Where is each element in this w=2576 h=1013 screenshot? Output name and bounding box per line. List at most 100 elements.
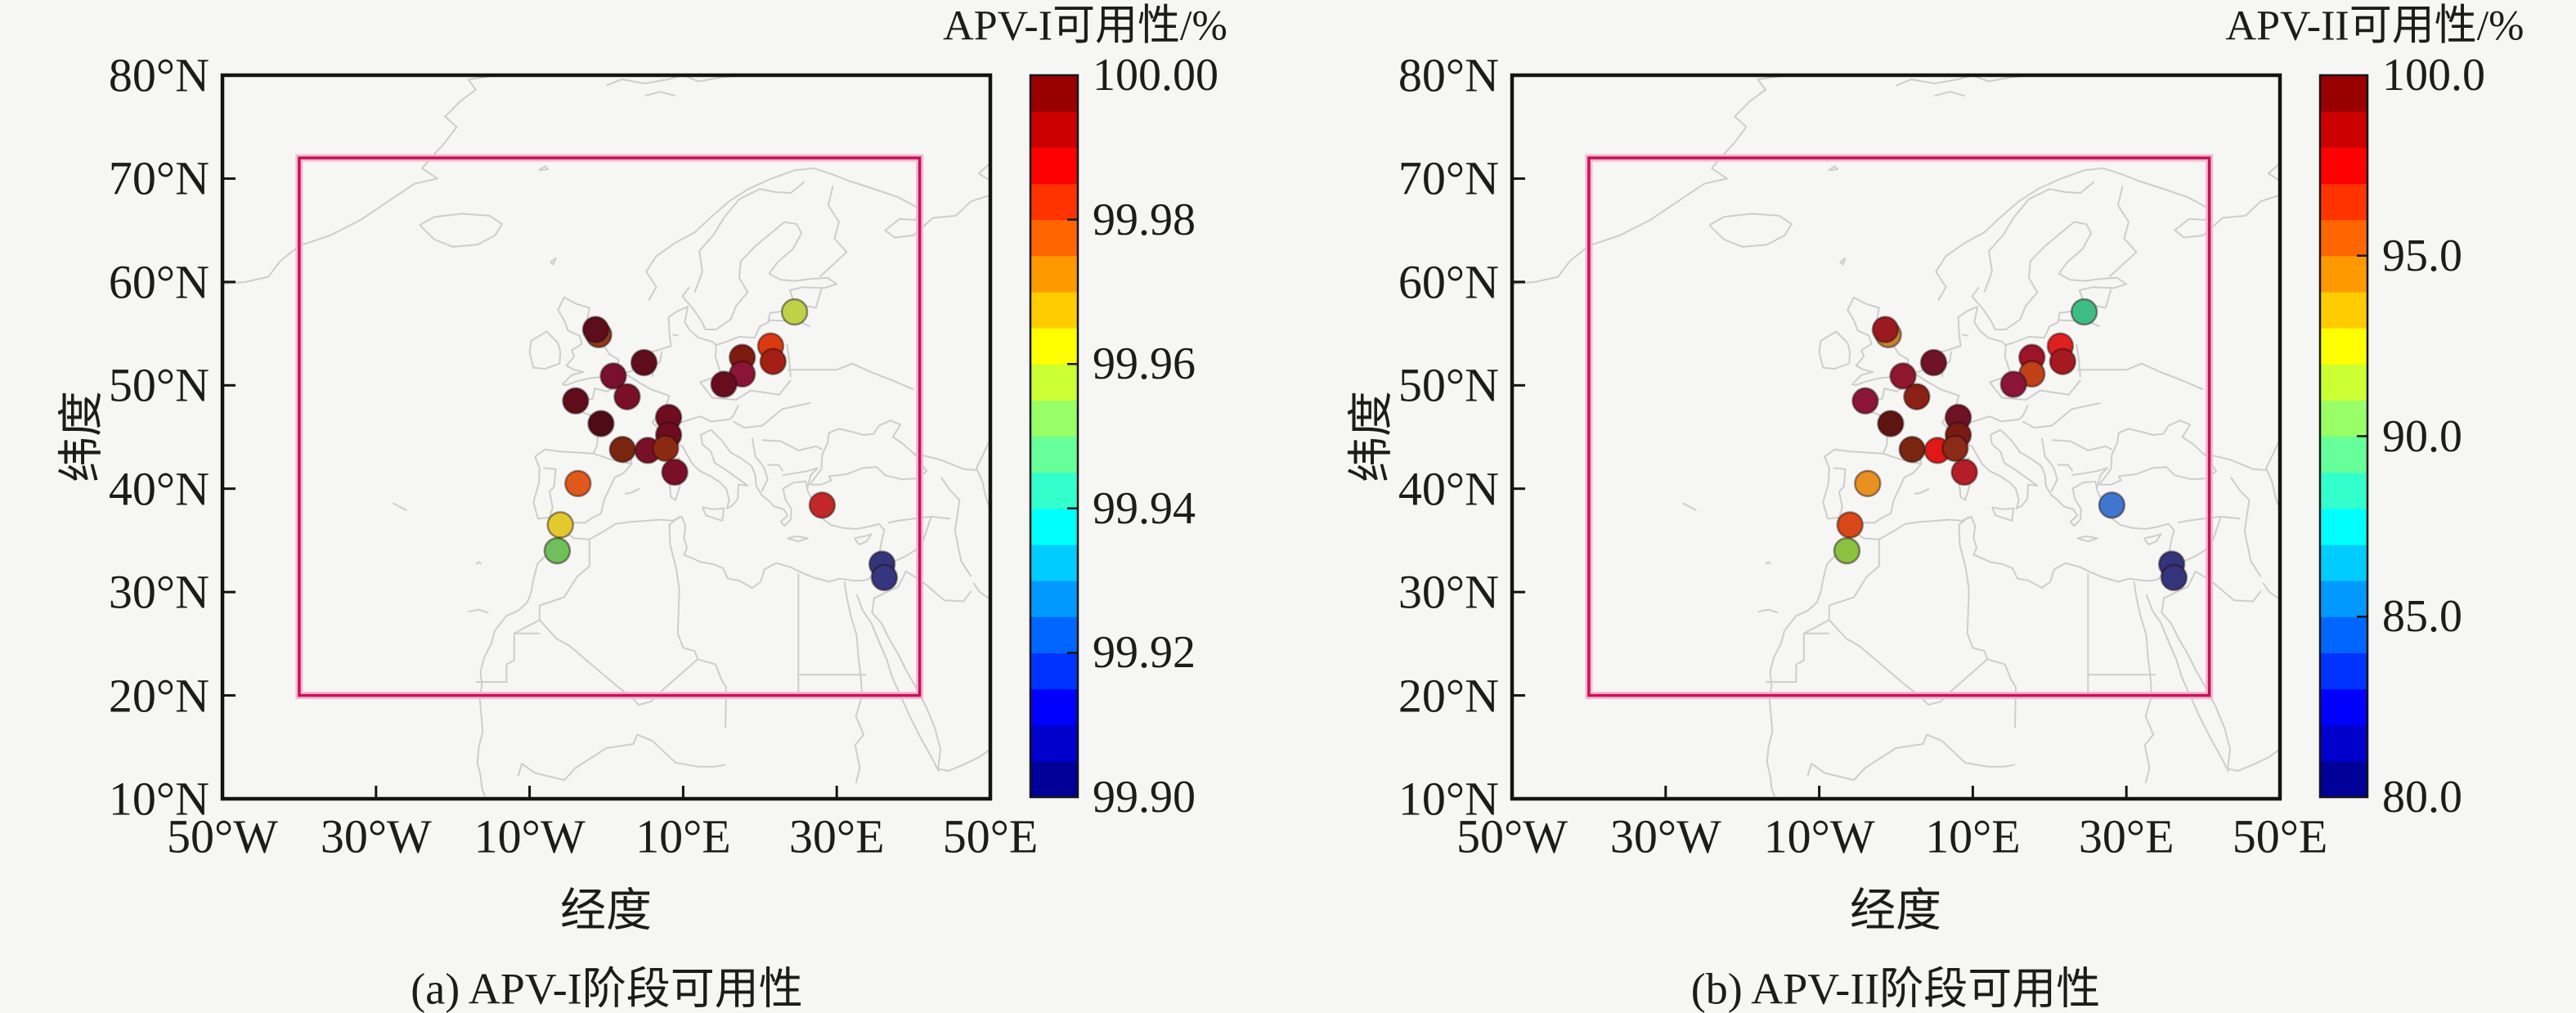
- coastline: [2262, 582, 2280, 600]
- colorbar-segment: [2320, 724, 2367, 762]
- station-point: [562, 387, 590, 415]
- station-point: [1833, 536, 1861, 565]
- station-point: [1941, 434, 1969, 463]
- coastline: [606, 75, 745, 87]
- coastline: [1963, 428, 2039, 509]
- coastline: [550, 257, 557, 266]
- coastline: [2177, 515, 2241, 524]
- axes-frame: [1510, 73, 2282, 801]
- colorbar-segment: [2320, 111, 2367, 148]
- coastline: [2057, 464, 2074, 472]
- coastline: [222, 75, 500, 285]
- coastline: [468, 608, 489, 614]
- coastline: [855, 594, 940, 773]
- station-point: [587, 410, 615, 437]
- station-point: [543, 536, 572, 565]
- coastline: [475, 561, 482, 565]
- colorbar-segment: [2320, 183, 2367, 221]
- coastline: [1990, 506, 2015, 522]
- station-point: [808, 491, 837, 519]
- colorbar-segment: [1030, 291, 1078, 329]
- coastline: [767, 464, 784, 472]
- coastline: [1818, 330, 1851, 370]
- coastline: [2071, 467, 2108, 488]
- colorbar-segment: [2320, 760, 2367, 798]
- axes-frame: [220, 73, 993, 801]
- stations-layer: [1833, 298, 2188, 592]
- coastline: [2161, 597, 2280, 772]
- coastline: [843, 581, 865, 784]
- coastline: [2145, 594, 2229, 773]
- coastline: [2052, 439, 2112, 451]
- coastline: [1896, 75, 2035, 87]
- coastline: [1941, 351, 1953, 378]
- coastline: [538, 539, 590, 621]
- station-point: [870, 563, 899, 592]
- colorbar-segment: [1030, 652, 1078, 690]
- coastline: [513, 619, 541, 634]
- station-point: [1877, 410, 1905, 437]
- coastline: [940, 477, 972, 577]
- station-point: [608, 435, 636, 464]
- coastline: [1765, 633, 1805, 684]
- coastline: [787, 535, 809, 543]
- colorbar-segment: [2320, 255, 2367, 293]
- station-point: [1854, 469, 1882, 498]
- colorbar-segment: [1030, 688, 1078, 726]
- coastline: [2204, 452, 2267, 471]
- coastline: [1829, 619, 2017, 728]
- colorbar-segment: [2320, 364, 2367, 401]
- coastline: [1935, 167, 2280, 302]
- colorbar-segment: [1030, 255, 1078, 293]
- study-area-box: [1587, 156, 2211, 697]
- colorbar-segment: [2320, 147, 2367, 185]
- coastline: [819, 186, 848, 278]
- coastline: [419, 213, 503, 248]
- station-point: [2160, 563, 2188, 592]
- station-point: [710, 370, 738, 398]
- coastline: [393, 502, 407, 512]
- colorbar-segment: [1030, 147, 1078, 185]
- coastline: [887, 515, 951, 524]
- colorbar-segment: [1030, 760, 1078, 798]
- station-point: [652, 434, 680, 463]
- coastline: [2108, 186, 2138, 278]
- coastline: [1682, 502, 1697, 512]
- coastline: [475, 633, 515, 684]
- coastline: [1971, 221, 2128, 346]
- coastline: [1833, 467, 1847, 518]
- colorbar-segment: [2320, 688, 2367, 726]
- station-point: [613, 383, 641, 410]
- coastline: [1839, 257, 1847, 266]
- coastline: [1914, 487, 1930, 495]
- colorbar-segment: [2320, 400, 2367, 437]
- coastline: [673, 428, 749, 509]
- colorbar-segment: [1030, 508, 1078, 545]
- coastline: [1766, 531, 1854, 797]
- station-point: [1919, 348, 1948, 377]
- coastline: [2076, 343, 2081, 378]
- coastline: [972, 582, 990, 600]
- coastline: [1852, 515, 2160, 589]
- coastline: [699, 344, 792, 401]
- colorbar-segment: [2320, 328, 2367, 365]
- coastline: [2076, 535, 2098, 543]
- coastline: [1757, 608, 1779, 614]
- station-point: [1889, 362, 1917, 390]
- coastline: [751, 437, 769, 492]
- coastline: [1765, 561, 1772, 565]
- station-point: [759, 347, 788, 375]
- colorbar-segment: [1030, 472, 1078, 509]
- station-point: [599, 362, 627, 390]
- coastline: [762, 439, 823, 451]
- station-point: [1836, 511, 1864, 539]
- coastline: [2077, 362, 2204, 391]
- colorbar-segment: [1030, 580, 1078, 617]
- coastline: [853, 533, 873, 545]
- coastline: [1934, 91, 1966, 97]
- station-point: [2049, 347, 2077, 375]
- coastline: [1883, 452, 1922, 465]
- coastline: [782, 467, 819, 488]
- coastline: [1828, 539, 1880, 621]
